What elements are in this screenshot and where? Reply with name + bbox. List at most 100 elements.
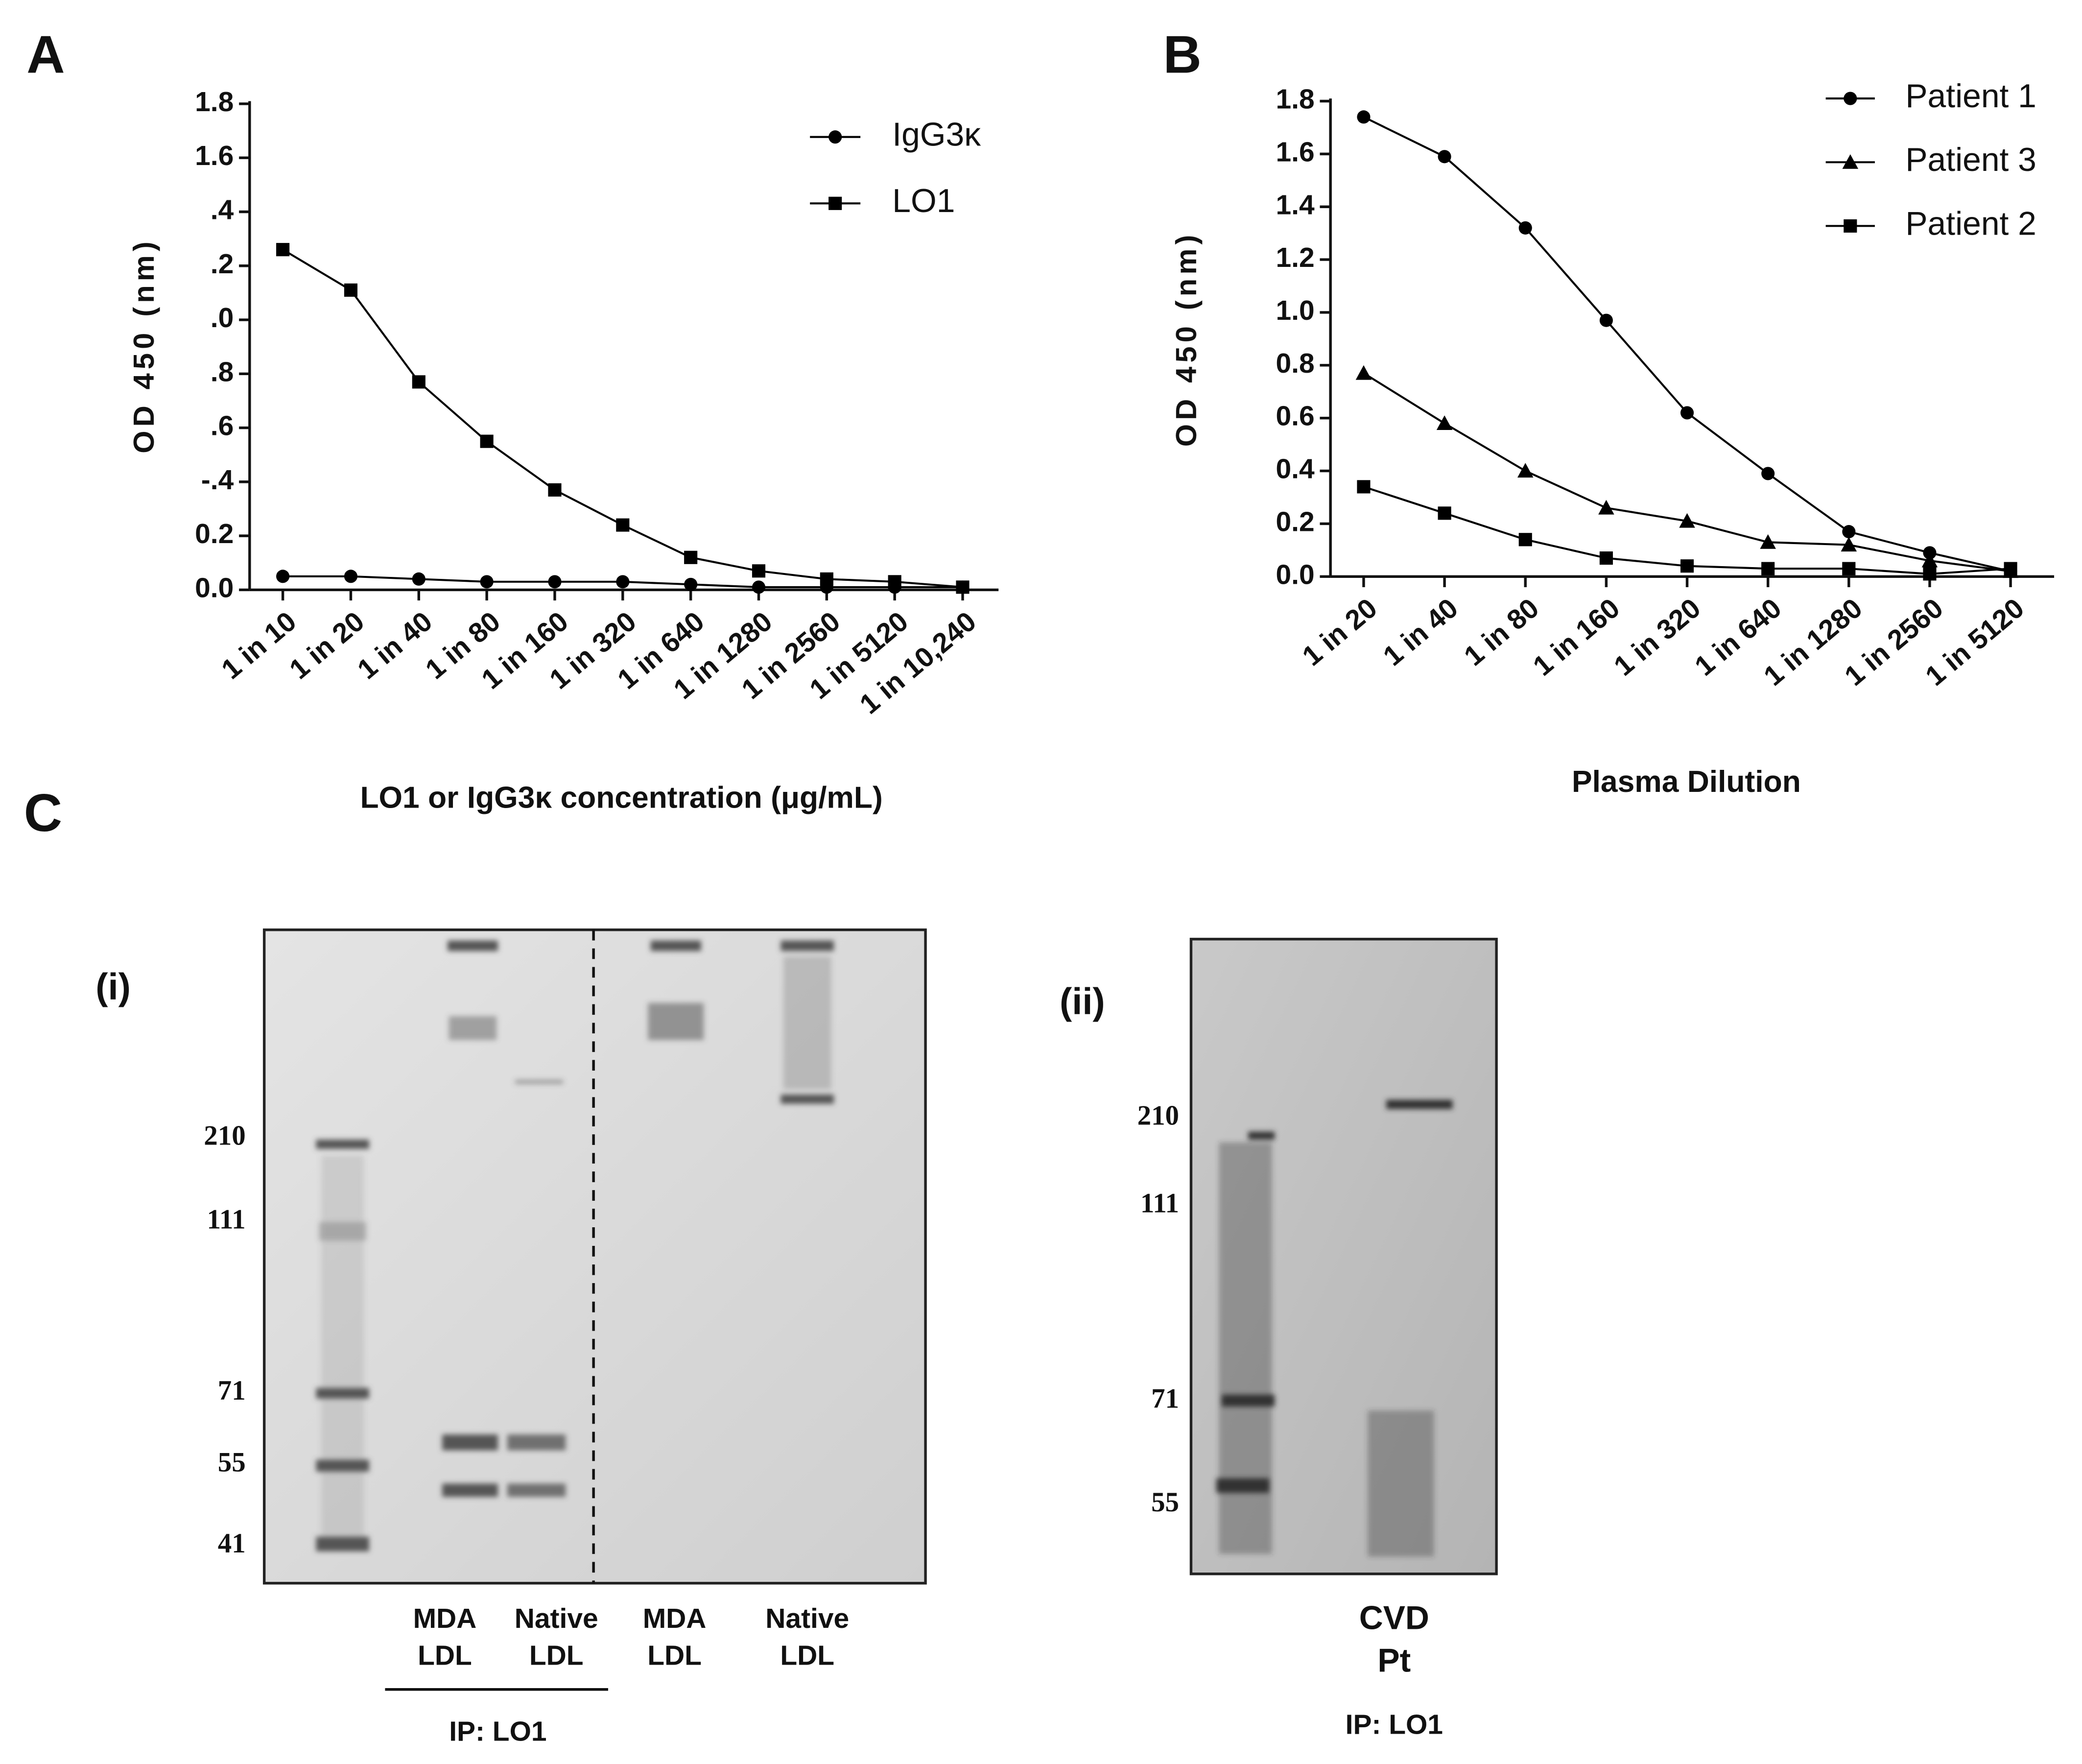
- mw-marker: 55: [218, 1447, 246, 1478]
- y-axis-label: OD 450 (nm): [1170, 231, 1203, 447]
- marker: [1842, 525, 1856, 539]
- x-tick-label: 1 in 40: [352, 606, 438, 686]
- marker: [480, 434, 494, 448]
- marker: [1436, 415, 1453, 430]
- gel-label: (i): [95, 966, 131, 1008]
- mw-marker: 71: [1151, 1383, 1179, 1414]
- lane-label: Native: [515, 1603, 598, 1634]
- x-tick-label: 1 in 160: [1527, 592, 1626, 682]
- legend-label: Patient 1: [1905, 78, 2036, 115]
- marker: [1921, 552, 1938, 568]
- legend-label: Patient 2: [1905, 205, 2036, 242]
- marker: [616, 575, 630, 589]
- lane-label: LDL: [647, 1640, 702, 1671]
- marker: [888, 575, 901, 589]
- y-tick-label: 0.8: [1276, 348, 1314, 379]
- marker: [548, 483, 562, 497]
- marker: [344, 283, 357, 297]
- series-line: [282, 248, 963, 588]
- y-tick-label: 1.6: [1276, 136, 1314, 167]
- y-tick-label: .0: [211, 302, 234, 334]
- y-tick-label: -.4: [201, 464, 234, 496]
- y-tick-label: .4: [211, 194, 234, 226]
- mw-marker: 210: [204, 1120, 245, 1151]
- marker: [1842, 562, 1856, 575]
- y-tick-label: .8: [211, 356, 234, 387]
- x-tick-label: 1 in 20: [1297, 592, 1383, 672]
- legend-marker: [1844, 92, 1857, 105]
- series-line: [1363, 116, 2011, 572]
- marker: [412, 572, 426, 586]
- marker: [1517, 463, 1534, 478]
- marker: [1760, 534, 1776, 549]
- legend-marker: [828, 196, 842, 210]
- marker: [1679, 513, 1695, 528]
- marker: [1598, 500, 1614, 515]
- marker: [956, 580, 970, 594]
- marker: [1438, 150, 1451, 164]
- legend-marker: [1842, 154, 1859, 169]
- ip-label: IP: LO1: [1346, 1709, 1443, 1740]
- marker: [1761, 562, 1775, 575]
- y-tick-label: .6: [211, 410, 234, 442]
- marker: [2004, 562, 2017, 575]
- y-tick-label: 1.4: [1276, 189, 1314, 220]
- y-tick-label: 0.0: [1276, 559, 1314, 590]
- y-tick-label: 0.0: [195, 572, 234, 603]
- marker: [412, 375, 426, 389]
- gel-label: (ii): [1060, 981, 1105, 1023]
- marker: [344, 570, 357, 583]
- marker: [820, 572, 833, 586]
- marker: [1357, 480, 1371, 494]
- mw-marker: 111: [207, 1204, 246, 1235]
- lane-label: MDA: [643, 1603, 707, 1634]
- lane-label: LDL: [529, 1640, 584, 1671]
- marker: [1438, 506, 1451, 520]
- marker: [276, 570, 290, 583]
- lane-label: CVD: [1359, 1600, 1429, 1637]
- y-tick-label: 0.2: [195, 518, 234, 549]
- panel-letter: A: [26, 24, 65, 84]
- marker: [684, 550, 698, 564]
- y-tick-label: 1.8: [195, 86, 234, 118]
- lane-label: Native: [765, 1603, 849, 1634]
- panel-letter: B: [1163, 24, 1201, 84]
- legend-label: Patient 3: [1905, 142, 2036, 178]
- legend-label: IgG3κ: [892, 117, 981, 153]
- marker: [1923, 567, 1937, 581]
- marker: [548, 575, 562, 589]
- marker: [752, 580, 766, 594]
- x-tick-label: 1 in 40: [1377, 592, 1464, 672]
- x-axis-label: Plasma Dilution: [1572, 765, 1801, 799]
- lane-label: LDL: [780, 1640, 834, 1671]
- marker: [1599, 313, 1613, 327]
- marker: [480, 575, 494, 589]
- marker: [616, 518, 630, 532]
- y-tick-label: .2: [211, 248, 234, 280]
- marker: [1355, 365, 1372, 380]
- mw-marker: 41: [218, 1528, 246, 1559]
- lane-label: LDL: [418, 1640, 472, 1671]
- marker: [1761, 467, 1775, 480]
- y-axis-label: OD 450 (nm): [127, 238, 160, 453]
- y-tick-label: 1.2: [1276, 242, 1314, 273]
- lane-label: MDA: [413, 1603, 477, 1634]
- mw-marker: 210: [1137, 1100, 1179, 1131]
- marker: [1680, 559, 1694, 573]
- gel-ii: [1189, 937, 1498, 1575]
- legend-label: LO1: [892, 183, 955, 219]
- mw-marker: 111: [1140, 1188, 1179, 1219]
- marker: [684, 577, 698, 591]
- gel-i: [262, 928, 927, 1691]
- marker: [1841, 537, 1857, 552]
- marker: [752, 564, 766, 578]
- x-axis-label: LO1 or IgG3κ concentration (μg/mL): [360, 781, 882, 814]
- panel-letter: C: [24, 783, 62, 842]
- marker: [1680, 406, 1694, 420]
- marker: [1518, 221, 1532, 235]
- marker: [1357, 110, 1371, 124]
- x-tick-label: 1 in 20: [284, 606, 370, 686]
- y-tick-label: 1.0: [1276, 295, 1314, 326]
- y-tick-label: 1.8: [1276, 84, 1314, 115]
